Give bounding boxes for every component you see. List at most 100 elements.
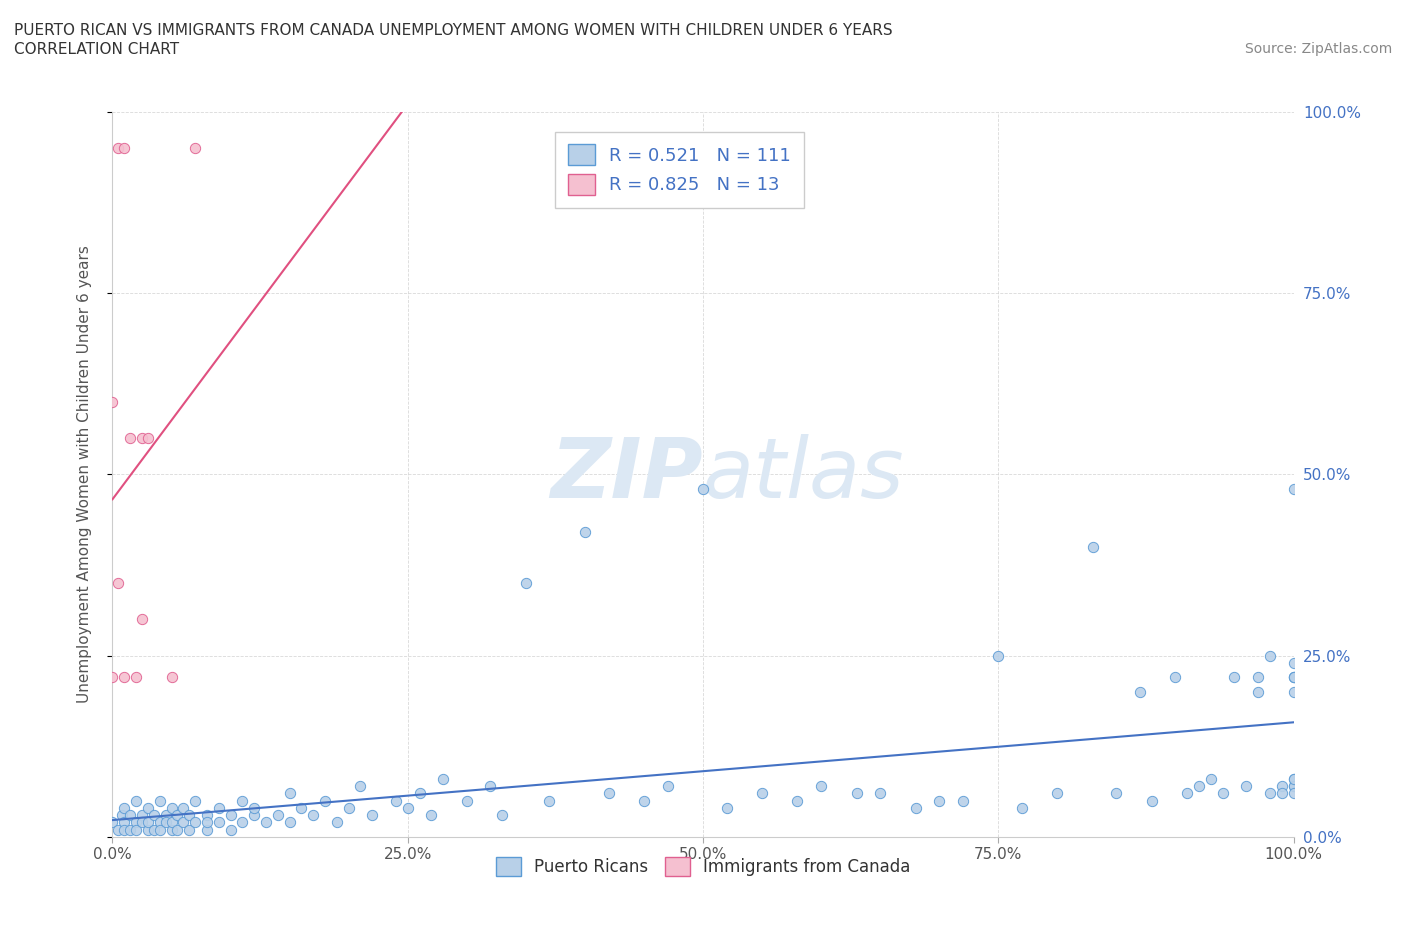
Point <box>1282 482 1305 497</box>
Point <box>112 140 135 155</box>
Point <box>1282 778 1305 793</box>
Point <box>1188 778 1211 793</box>
Point <box>361 808 384 823</box>
Text: ZIP: ZIP <box>550 433 703 515</box>
Point <box>456 793 478 808</box>
Point <box>131 431 153 445</box>
Point <box>491 808 513 823</box>
Point <box>420 808 443 823</box>
Point <box>1105 786 1128 801</box>
Point <box>125 822 148 837</box>
Point <box>1046 786 1069 801</box>
Text: atlas: atlas <box>703 433 904 515</box>
Point <box>195 822 218 837</box>
Point <box>278 815 301 830</box>
Point <box>408 786 430 801</box>
Point <box>142 822 165 837</box>
Point <box>267 808 290 823</box>
Point <box>149 822 172 837</box>
Point <box>1282 656 1305 671</box>
Point <box>515 576 537 591</box>
Point <box>538 793 561 808</box>
Point <box>125 815 148 830</box>
Point <box>120 808 142 823</box>
Point <box>1164 670 1187 684</box>
Point <box>810 778 832 793</box>
Point <box>107 576 129 591</box>
Point <box>1271 786 1294 801</box>
Point <box>142 808 165 823</box>
Point <box>845 786 868 801</box>
Point <box>136 431 159 445</box>
Point <box>112 822 135 837</box>
Point <box>208 801 231 816</box>
Point <box>112 670 135 684</box>
Point <box>751 786 773 801</box>
Point <box>314 793 336 808</box>
Point <box>598 786 620 801</box>
Point <box>1212 786 1234 801</box>
Point <box>290 801 312 816</box>
Point <box>179 808 201 823</box>
Point <box>231 793 253 808</box>
Point <box>120 822 142 837</box>
Point <box>1282 670 1305 684</box>
Point <box>208 815 231 830</box>
Point <box>633 793 655 808</box>
Point <box>101 815 124 830</box>
Text: Source: ZipAtlas.com: Source: ZipAtlas.com <box>1244 42 1392 56</box>
Point <box>952 793 974 808</box>
Point <box>155 808 177 823</box>
Point <box>1282 786 1305 801</box>
Point <box>184 815 207 830</box>
Point <box>1011 801 1033 816</box>
Point <box>869 786 891 801</box>
Point <box>1271 778 1294 793</box>
Point <box>1140 793 1163 808</box>
Point <box>904 801 927 816</box>
Point <box>243 808 266 823</box>
Point <box>1282 670 1305 684</box>
Point <box>396 801 419 816</box>
Point <box>131 808 153 823</box>
Point <box>337 801 360 816</box>
Point <box>1129 684 1152 699</box>
Point <box>172 815 194 830</box>
Point <box>136 822 159 837</box>
Point <box>101 670 124 684</box>
Point <box>136 815 159 830</box>
Point <box>243 801 266 816</box>
Point <box>278 786 301 801</box>
Point <box>111 808 134 823</box>
Point <box>432 772 454 787</box>
Point <box>1282 772 1305 787</box>
Point <box>160 822 183 837</box>
Point <box>1258 648 1281 663</box>
Point <box>987 648 1010 663</box>
Point <box>385 793 408 808</box>
Point <box>1247 684 1270 699</box>
Point <box>166 822 188 837</box>
Point <box>131 612 153 627</box>
Point <box>479 778 502 793</box>
Point <box>184 793 207 808</box>
Point <box>101 394 124 409</box>
Point <box>1282 778 1305 793</box>
Y-axis label: Unemployment Among Women with Children Under 6 years: Unemployment Among Women with Children U… <box>77 246 91 703</box>
Point <box>302 808 325 823</box>
Point <box>1223 670 1246 684</box>
Point <box>231 815 253 830</box>
Point <box>1282 772 1305 787</box>
Point <box>657 778 679 793</box>
Point <box>120 431 142 445</box>
Point <box>172 801 194 816</box>
Point <box>1282 684 1305 699</box>
Point <box>160 670 183 684</box>
Point <box>125 793 148 808</box>
Point <box>1175 786 1198 801</box>
Point <box>195 808 218 823</box>
Point <box>166 808 188 823</box>
Point <box>219 808 242 823</box>
Point <box>1247 670 1270 684</box>
Point <box>136 801 159 816</box>
